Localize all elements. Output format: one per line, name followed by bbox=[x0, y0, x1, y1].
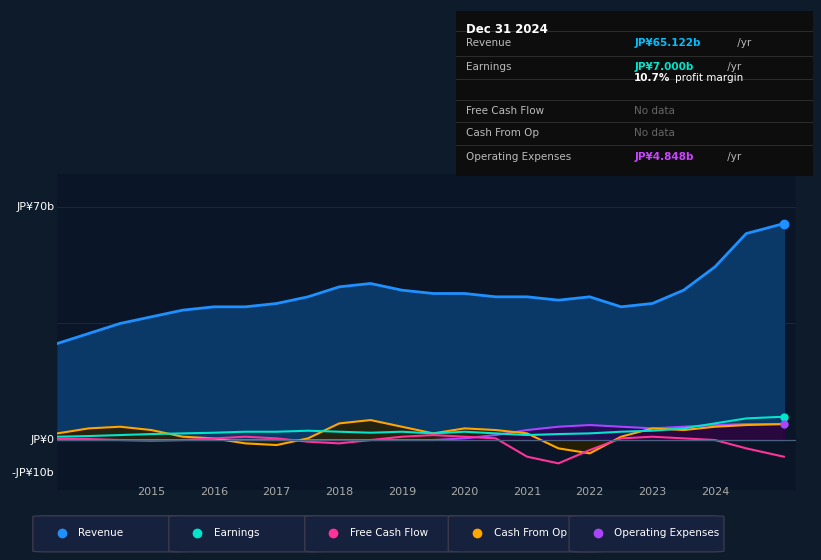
FancyBboxPatch shape bbox=[169, 516, 323, 552]
Text: No data: No data bbox=[635, 128, 675, 138]
Text: 2017: 2017 bbox=[263, 487, 291, 497]
Text: /yr: /yr bbox=[724, 62, 741, 72]
Text: Cash From Op: Cash From Op bbox=[466, 128, 539, 138]
Text: JP¥65.122b: JP¥65.122b bbox=[635, 39, 700, 48]
Text: JP¥7.000b: JP¥7.000b bbox=[635, 62, 694, 72]
Text: /yr: /yr bbox=[734, 39, 751, 48]
Text: JP¥4.848b: JP¥4.848b bbox=[635, 152, 694, 162]
Text: 2018: 2018 bbox=[325, 487, 353, 497]
Text: Dec 31 2024: Dec 31 2024 bbox=[466, 23, 548, 36]
Text: No data: No data bbox=[635, 106, 675, 116]
Text: JP¥0: JP¥0 bbox=[30, 435, 54, 445]
Text: 2023: 2023 bbox=[638, 487, 667, 497]
Text: Earnings: Earnings bbox=[214, 529, 259, 538]
Text: 2020: 2020 bbox=[451, 487, 479, 497]
Text: 2019: 2019 bbox=[388, 487, 416, 497]
FancyBboxPatch shape bbox=[305, 516, 460, 552]
FancyBboxPatch shape bbox=[448, 516, 603, 552]
Text: Revenue: Revenue bbox=[466, 39, 511, 48]
Text: Cash From Op: Cash From Op bbox=[493, 529, 566, 538]
Text: Free Cash Flow: Free Cash Flow bbox=[350, 529, 429, 538]
Text: 2024: 2024 bbox=[701, 487, 729, 497]
Text: Earnings: Earnings bbox=[466, 62, 511, 72]
FancyBboxPatch shape bbox=[569, 516, 724, 552]
FancyBboxPatch shape bbox=[33, 516, 188, 552]
Text: 2015: 2015 bbox=[137, 487, 166, 497]
Text: Revenue: Revenue bbox=[78, 529, 123, 538]
Text: Operating Expenses: Operating Expenses bbox=[614, 529, 720, 538]
Text: /yr: /yr bbox=[724, 152, 741, 162]
Text: 2022: 2022 bbox=[576, 487, 604, 497]
Text: -JP¥10b: -JP¥10b bbox=[11, 468, 54, 478]
Text: 2016: 2016 bbox=[200, 487, 228, 497]
Text: profit margin: profit margin bbox=[676, 73, 744, 83]
Text: Operating Expenses: Operating Expenses bbox=[466, 152, 571, 162]
Text: Free Cash Flow: Free Cash Flow bbox=[466, 106, 544, 116]
Text: JP¥70b: JP¥70b bbox=[16, 202, 54, 212]
Text: 2021: 2021 bbox=[513, 487, 541, 497]
Text: 10.7%: 10.7% bbox=[635, 73, 671, 83]
